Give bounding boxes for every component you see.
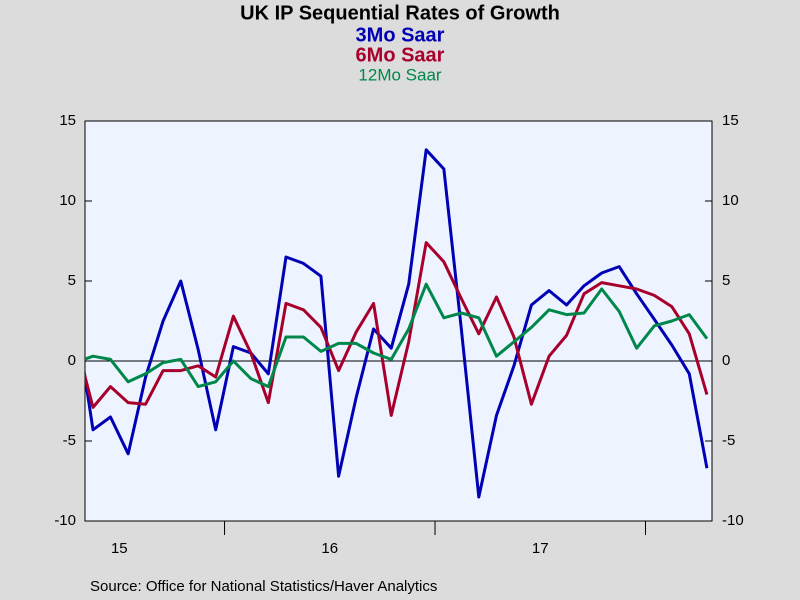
y2-tick-label: 10: [722, 192, 739, 209]
y-tick-label: -10: [54, 512, 76, 529]
y2-tick-label: -5: [722, 432, 735, 449]
y2-tick-label: 0: [722, 352, 730, 369]
chart-title: UK IP Sequential Rates of Growth: [240, 2, 560, 24]
y-tick-label: 0: [68, 352, 76, 369]
y-tick-label: -5: [63, 432, 76, 449]
y-tick-label: 5: [68, 272, 76, 289]
y2-tick-label: -10: [722, 512, 744, 529]
y-tick-label: 15: [59, 112, 76, 129]
y2-tick-label: 15: [722, 112, 739, 129]
x-tick-label: 17: [532, 540, 549, 557]
x-tick-label: 16: [321, 540, 338, 557]
legend-entry: 12Mo Saar: [358, 65, 441, 84]
series-line: [85, 282, 709, 389]
x-tick-label: 15: [111, 540, 128, 557]
y2-tick-label: 5: [722, 272, 730, 289]
legend-entry: 3Mo Saar: [356, 24, 445, 46]
legend-entry: 6Mo Saar: [356, 44, 445, 66]
series-line: [85, 241, 709, 417]
source-note: Source: Office for National Statistics/H…: [90, 578, 437, 595]
y-tick-label: 10: [59, 192, 76, 209]
series-line: [85, 148, 709, 499]
